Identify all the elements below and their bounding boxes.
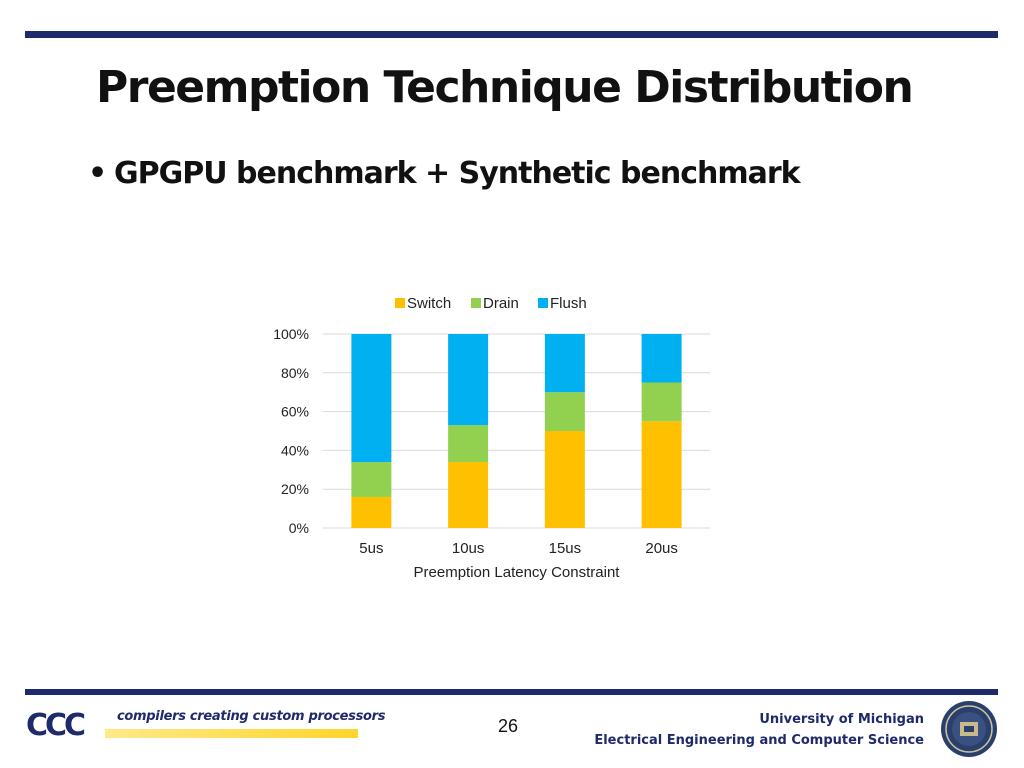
x-tick-label: 15us [549,540,582,557]
bar-segment-flush [641,334,682,383]
bar-segment-switch [448,462,489,528]
legend-label: Switch [407,295,451,312]
y-tick-label: 40% [281,442,309,458]
y-tick-label: 100% [273,326,309,342]
bar-segment-flush [448,334,489,426]
bar-segment-flush [544,334,585,393]
bullet-dot-icon: • [88,156,107,191]
footer-rule [25,689,998,695]
y-tick-label: 20% [281,481,309,497]
bar-segment-drain [544,392,585,431]
logo-tagline: compilers creating custom processors [117,709,386,724]
x-axis-label: Preemption Latency Constraint [414,564,621,581]
legend-swatch [538,298,548,308]
bullet-item: • GPGPU benchmark + Synthetic benchmark [88,156,801,191]
x-tick-label: 20us [645,540,678,557]
slide-title: Preemption Technique Distribution [96,62,914,113]
legend-swatch [471,298,481,308]
x-tick-label: 5us [359,540,383,557]
bar-segment-switch [641,421,682,528]
bar-segment-drain [641,382,682,422]
university-seal-icon [941,701,997,757]
bar-segment-drain [351,462,392,497]
department-name: Electrical Engineering and Computer Scie… [594,733,924,748]
tagline-highlight [105,729,358,738]
bar-segment-switch [351,496,392,528]
ccc-logo: CCC [26,708,86,743]
y-tick-label: 80% [281,365,309,381]
header-rule [25,31,998,38]
y-tick-label: 0% [289,520,309,536]
bar-segment-flush [351,334,392,463]
legend-label: Drain [483,295,519,312]
footer-affiliation: University of Michigan Electrical Engine… [594,709,924,751]
bullet-text: GPGPU benchmark + Synthetic benchmark [114,156,801,191]
page-number: 26 [498,716,519,736]
university-name: University of Michigan [759,712,924,727]
y-tick-label: 60% [281,404,309,420]
x-tick-label: 10us [452,540,485,557]
stacked-bar-chart: 0% 20% 40% 60% 80% 100% 5us 10us 15us 20us Preempt… [273,295,710,581]
legend-label: Flush [550,295,587,312]
bar-segment-switch [544,431,585,528]
legend-swatch [395,298,405,308]
bar-segment-drain [448,425,489,463]
